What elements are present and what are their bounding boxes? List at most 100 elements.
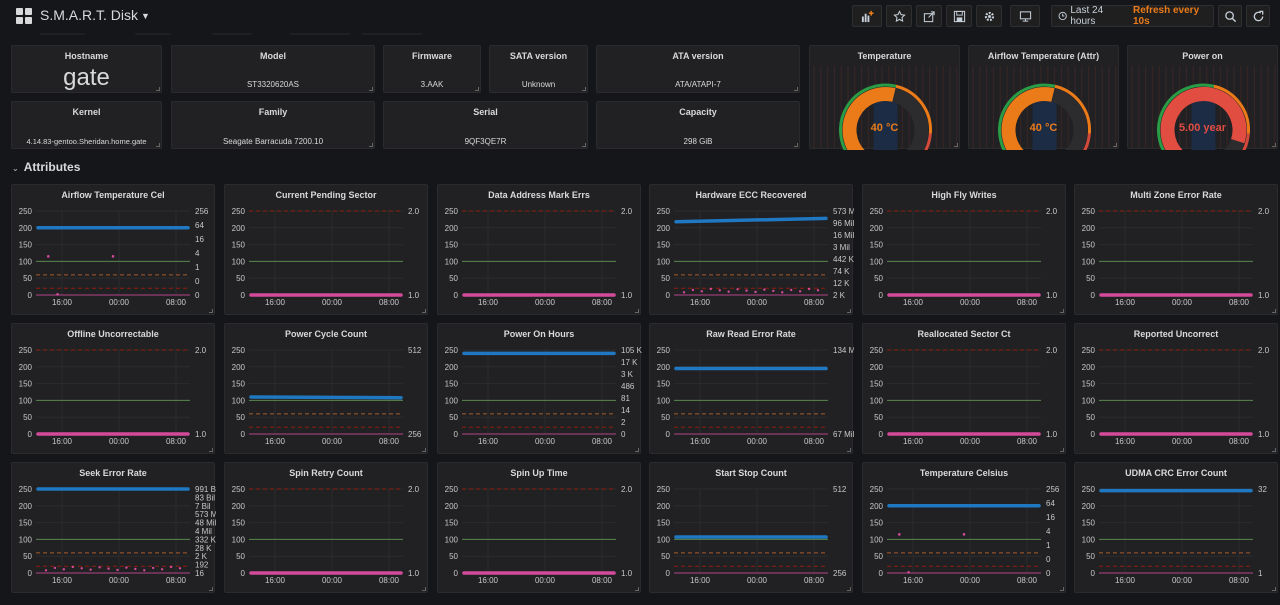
resize-handle[interactable] — [794, 143, 798, 147]
resize-handle[interactable] — [422, 448, 426, 452]
graph-panel[interactable]: Reported Uncorrect 250 200 150 100 50 0 16:00 00… — [1074, 323, 1278, 454]
resize-handle[interactable] — [582, 143, 586, 147]
resize-handle[interactable] — [954, 143, 958, 147]
data-point — [89, 568, 92, 571]
resize-handle[interactable] — [635, 587, 639, 591]
y-tick-label: 50 — [661, 413, 670, 422]
resize-handle[interactable] — [1060, 587, 1064, 591]
dashboard-title-picker[interactable]: S.M.A.R.T. Disk ▼ — [40, 7, 150, 23]
resize-handle[interactable] — [209, 587, 213, 591]
share-button[interactable] — [916, 5, 942, 27]
resize-handle[interactable] — [422, 587, 426, 591]
graph-panel[interactable]: Offline Uncorrectable 250 200 150 100 50 0 16:0… — [11, 323, 215, 454]
x-tick-label: 00:00 — [747, 437, 768, 446]
resize-handle[interactable] — [582, 87, 586, 91]
resize-handle[interactable] — [1272, 587, 1276, 591]
tv-mode-button[interactable] — [1010, 5, 1040, 27]
resize-handle[interactable] — [1272, 143, 1276, 147]
settings-button[interactable] — [976, 5, 1002, 27]
resize-handle[interactable] — [635, 309, 639, 313]
resize-handle[interactable] — [369, 87, 373, 91]
resize-handle[interactable] — [635, 448, 639, 452]
resize-handle[interactable] — [1272, 309, 1276, 313]
x-tick-label: 16:00 — [1115, 298, 1136, 307]
time-series-graph: 250 200 150 100 50 0 16:00 00:00 08:00 2.0 1.0 — [870, 207, 1058, 307]
resize-handle[interactable] — [156, 87, 160, 91]
save-button[interactable] — [946, 5, 972, 27]
resize-handle[interactable] — [369, 143, 373, 147]
y-tick-label: 50 — [449, 274, 458, 283]
graph-panel[interactable]: Multi Zone Error Rate 250 200 150 100 50 0 16:0… — [1074, 184, 1278, 315]
graph-panel[interactable]: Spin Up Time 250 200 150 100 50 0 16:00 00:00 08:… — [437, 462, 641, 593]
y-tick-label: 250 — [445, 485, 459, 494]
data-point — [56, 293, 59, 296]
resize-handle[interactable] — [209, 448, 213, 452]
graph-panel[interactable]: Data Address Mark Errs 250 200 150 100 50 0 16:… — [437, 184, 641, 315]
x-tick-label: 08:00 — [166, 576, 187, 585]
gauge-panel-temperature[interactable]: Temperature 40 °C — [809, 45, 960, 150]
resize-handle[interactable] — [475, 87, 479, 91]
stat-panel-serial[interactable]: Serial 9QF3QE7R — [383, 101, 588, 149]
resize-handle[interactable] — [1060, 448, 1064, 452]
gauge-panel-power-on[interactable]: Power on 5.00 year — [1127, 45, 1278, 150]
panel-title: Hardware ECC Recovered — [695, 190, 807, 200]
x-tick-label: 08:00 — [804, 437, 825, 446]
panel-title: Offline Uncorrectable — [67, 329, 159, 339]
gauge-panel-airflow-temperature[interactable]: Airflow Temperature (Attr) 40 °C — [968, 45, 1119, 150]
graph-panel[interactable]: Raw Read Error Rate 250 200 150 100 50 0 16:00 0… — [649, 323, 854, 454]
resize-handle[interactable] — [156, 143, 160, 147]
stat-panel-ata-version[interactable]: ATA version ATA/ATAPI-7 — [596, 45, 800, 93]
stat-panel-firmware[interactable]: Firmware 3.AAK — [383, 45, 481, 93]
resize-handle[interactable] — [847, 587, 851, 591]
resize-handle[interactable] — [209, 309, 213, 313]
graph-panel[interactable]: High Fly Writes 250 200 150 100 50 0 16:00 00:00… — [862, 184, 1066, 315]
resize-handle[interactable] — [1060, 309, 1064, 313]
graph-panel[interactable]: Seek Error Rate 250 200 150 100 50 0 16:00 00:00… — [11, 462, 216, 593]
x-tick-label: 00:00 — [109, 298, 130, 307]
grafana-menu-icon[interactable] — [16, 8, 32, 24]
row-header-attributes[interactable]: ⌄ Attributes — [12, 160, 80, 174]
gauge-threshold-green — [839, 83, 897, 150]
graph-panel[interactable]: Power Cycle Count 250 200 150 100 50 0 16:00 00:… — [224, 323, 428, 454]
y2-tick-label: 16 — [195, 235, 204, 244]
y2-tick-label: 64 — [195, 221, 204, 230]
graph-panel[interactable]: Current Pending Sector 250 200 150 100 50 0 16:… — [224, 184, 428, 315]
stat-panel-family[interactable]: Family Seagate Barracuda 7200.10 — [171, 101, 375, 149]
star-button[interactable] — [886, 5, 912, 27]
zoom-out-button[interactable] — [1218, 5, 1242, 27]
resize-handle[interactable] — [422, 309, 426, 313]
resize-handle[interactable] — [847, 309, 851, 313]
stat-panel-capacity[interactable]: Capacity 298 GiB — [596, 101, 800, 149]
caret-down-icon: ▼ — [141, 11, 150, 22]
stat-panel-sata-version[interactable]: SATA version Unknown — [489, 45, 588, 93]
graph-panel[interactable]: Reallocated Sector Ct 250 200 150 100 50 0 16:0… — [862, 323, 1066, 454]
resize-handle[interactable] — [1272, 448, 1276, 452]
time-series-graph: 250 200 150 100 50 0 16:00 00:00 08:00 2.0 1.0 — [445, 207, 633, 307]
time-range-picker[interactable]: Last 24 hours Refresh every 10s — [1051, 5, 1214, 27]
graph-panel[interactable]: Airflow Temperature Cel 250 200 150 100 50 0 16… — [11, 184, 215, 315]
stat-panel-kernel[interactable]: Kernel 4.14.83-gentoo.Sheridan.home.gate — [11, 101, 162, 149]
data-point — [62, 568, 66, 571]
y2-tick-label: 83 Bil — [195, 493, 215, 502]
y-tick-label: 0 — [879, 291, 884, 300]
y-tick-label: 200 — [19, 224, 33, 233]
resize-handle[interactable] — [794, 87, 798, 91]
resize-handle[interactable] — [847, 448, 851, 452]
graph-panel[interactable]: Spin Retry Count 250 200 150 100 50 0 16:00 00:0… — [224, 462, 428, 593]
y-tick-label: 250 — [1082, 346, 1096, 355]
resize-handle[interactable] — [1113, 143, 1117, 147]
graph-panel[interactable]: UDMA CRC Error Count 250 200 150 100 50 0 16:00… — [1074, 462, 1278, 593]
x-tick-label: 08:00 — [804, 576, 825, 585]
graph-panel[interactable]: Start Stop Count 250 200 150 100 50 0 16:00 00:0… — [649, 462, 853, 593]
y-tick-label: 100 — [19, 257, 33, 266]
y2-tick-label: 442 K — [833, 255, 854, 264]
graph-panel[interactable]: Power On Hours 250 200 150 100 50 0 16:00 00:00 0… — [437, 323, 642, 454]
refresh-button[interactable] — [1246, 5, 1270, 27]
stat-panel-model[interactable]: Model ST3320620AS — [171, 45, 375, 93]
data-point — [125, 566, 128, 569]
graph-panel[interactable]: Temperature Celsius 250 200 150 100 50 0 16:00 0… — [862, 462, 1066, 593]
graph-panel[interactable]: Hardware ECC Recovered 250 200 150 100 50 0 16:… — [649, 184, 854, 315]
add-panel-button[interactable] — [852, 5, 882, 27]
stat-panel-hostname[interactable]: Hostname gate — [11, 45, 162, 93]
y2-tick-label: 4 — [1046, 527, 1051, 536]
